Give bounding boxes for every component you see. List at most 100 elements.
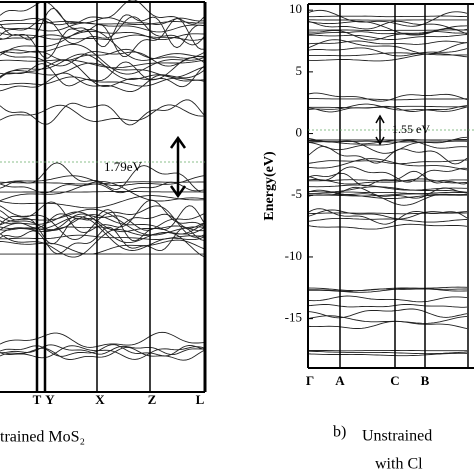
band-line xyxy=(307,20,468,31)
band-line xyxy=(307,189,468,206)
k-point-label: Γ xyxy=(306,373,314,388)
band-line xyxy=(0,162,204,193)
y-tick-label: 5 xyxy=(296,63,303,78)
band-line xyxy=(0,34,205,41)
k-point-label: L xyxy=(196,392,205,407)
band-line xyxy=(307,159,467,165)
band-line xyxy=(0,213,205,230)
band-line xyxy=(307,178,468,185)
band-line xyxy=(0,208,205,236)
band-line xyxy=(0,53,205,81)
band-line xyxy=(307,145,468,165)
band-line xyxy=(307,308,468,319)
band-line xyxy=(307,47,468,57)
band-line xyxy=(308,179,468,182)
band-line xyxy=(307,39,468,55)
band-line xyxy=(0,345,205,360)
band-line xyxy=(0,61,205,88)
band-line xyxy=(308,105,467,109)
y-axis-label: Energy(eV) xyxy=(262,151,277,221)
left-frame xyxy=(0,1,207,393)
caption-letter: b) xyxy=(333,424,346,441)
band-line xyxy=(0,62,205,78)
band-lines xyxy=(0,0,468,361)
band-line xyxy=(307,217,468,223)
band-line xyxy=(0,57,205,88)
band-line xyxy=(0,99,205,126)
gap-label: 1.79eV xyxy=(104,159,143,174)
band-line xyxy=(307,223,468,230)
band-line xyxy=(0,346,205,361)
band-line xyxy=(0,191,205,193)
k-point-label: Z xyxy=(148,392,157,407)
band-line xyxy=(307,350,468,355)
band-line xyxy=(307,320,468,330)
band-line xyxy=(308,29,467,32)
k-point-label: B xyxy=(421,373,430,388)
band-line xyxy=(307,140,468,143)
band-line xyxy=(307,208,468,225)
band-line xyxy=(0,16,205,46)
y-tick-label: -10 xyxy=(285,248,302,263)
band-line xyxy=(0,239,205,255)
band-line xyxy=(307,53,468,62)
y-tick-label: -5 xyxy=(291,186,302,201)
band-line xyxy=(308,15,467,18)
band-line xyxy=(0,181,204,185)
k-point-label: T xyxy=(33,392,42,407)
band-line xyxy=(307,158,468,171)
band-line xyxy=(0,205,205,241)
band-line xyxy=(0,51,205,67)
band-line xyxy=(307,166,468,183)
band-line xyxy=(307,286,468,292)
band-line xyxy=(0,43,205,75)
caption: trained MoS₂ xyxy=(0,429,85,446)
band-line xyxy=(0,211,205,244)
band-line xyxy=(0,199,205,234)
band-line xyxy=(0,226,205,255)
band-line xyxy=(0,213,205,231)
band-line xyxy=(0,18,204,59)
band-line xyxy=(0,20,204,26)
y-tick-label: -15 xyxy=(285,310,302,325)
band-line xyxy=(307,140,468,151)
band-line xyxy=(0,30,205,41)
right-frame xyxy=(307,3,474,369)
band-line xyxy=(308,31,467,35)
band-line xyxy=(308,98,468,101)
band-line xyxy=(307,209,468,220)
band-line xyxy=(0,181,205,202)
band-line xyxy=(0,104,204,122)
caption: Unstrained xyxy=(362,428,432,445)
band-line xyxy=(0,195,204,209)
band-line xyxy=(308,138,467,145)
band-line xyxy=(307,40,468,45)
band-line xyxy=(307,52,467,57)
k-point-label: X xyxy=(95,392,105,407)
band-line xyxy=(0,48,205,61)
band-line xyxy=(0,331,205,348)
band-line xyxy=(0,17,205,26)
band-line xyxy=(0,59,205,69)
gap-label: 1.55 eV xyxy=(392,122,430,136)
band-line xyxy=(307,170,468,187)
band-line xyxy=(0,344,205,356)
k-point-label: A xyxy=(335,373,345,388)
band-line xyxy=(0,205,205,245)
y-tick-label: 0 xyxy=(296,125,303,140)
band-line xyxy=(307,184,467,191)
band-line xyxy=(307,212,468,215)
caption: with Cl xyxy=(375,456,423,473)
band-line xyxy=(308,288,468,292)
band-line xyxy=(0,234,205,240)
band-line xyxy=(307,295,468,303)
band-line xyxy=(0,76,205,87)
band-line xyxy=(0,29,204,61)
band-line xyxy=(307,105,468,113)
k-point-label: C xyxy=(390,373,399,388)
band-line xyxy=(307,315,468,324)
band-line xyxy=(0,0,205,25)
band-line xyxy=(307,103,468,112)
y-tick-label: 10 xyxy=(289,1,302,16)
